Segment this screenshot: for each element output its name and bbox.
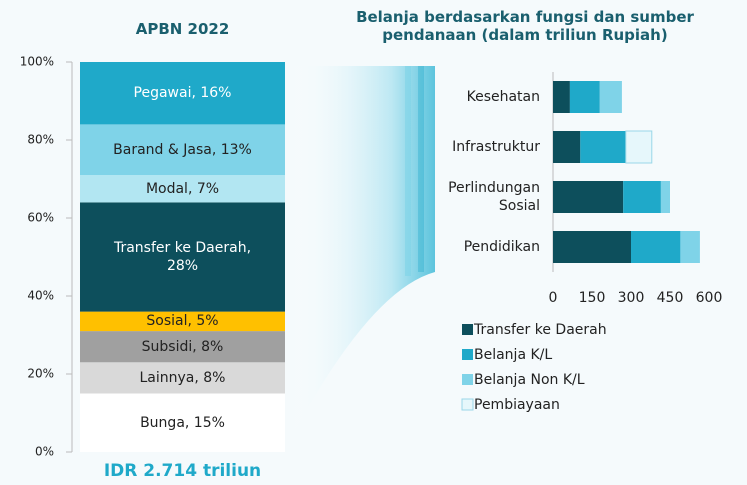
segment-label: Pegawai, 16% <box>133 85 232 102</box>
segment <box>80 331 285 363</box>
segment <box>80 393 285 452</box>
segment-label: Subsidi, 8% <box>141 338 224 355</box>
bar <box>553 131 581 163</box>
y-tick-label: Pendidikan <box>463 239 540 255</box>
legend-swatch <box>461 398 474 411</box>
y-tick-label: Infrastruktur <box>452 139 540 155</box>
legend-swatch <box>462 349 473 360</box>
x-tick-label: 0 <box>549 290 558 306</box>
x-tick-label: 600 <box>696 290 723 306</box>
bar <box>660 181 670 213</box>
segment <box>80 124 285 176</box>
bar <box>623 181 661 213</box>
bar <box>553 231 631 263</box>
funnel <box>290 66 435 440</box>
funnel-stripe <box>418 66 424 272</box>
chart-title: APBN 2022 <box>135 20 230 38</box>
annotation: IDR 2.714 triliun <box>103 461 262 481</box>
legend-label: Transfer ke Daerah <box>474 322 607 338</box>
x-tick-label: 150 <box>579 290 606 306</box>
legend-swatch <box>462 324 473 335</box>
y-tick-label: 40% <box>27 289 54 303</box>
chart-title: Belanja berdasarkan fungsi dan sumber pe… <box>356 8 694 44</box>
legend-label: Belanja Non K/L <box>474 372 585 388</box>
bar <box>569 81 600 113</box>
segment-label: Bunga, 15% <box>140 414 225 431</box>
bar <box>599 81 622 113</box>
bar <box>680 231 700 263</box>
bar <box>625 130 653 164</box>
segment <box>80 311 285 332</box>
bar <box>631 231 681 263</box>
bar <box>553 81 570 113</box>
segment-label: Transfer ke Daerah, 28% <box>113 240 252 274</box>
y-tick-label: 20% <box>27 367 54 381</box>
segment <box>80 175 285 203</box>
y-tick-label: 80% <box>27 133 54 147</box>
segment-label: Modal, 7% <box>145 180 220 197</box>
segment-label: Barand & Jasa, 13% <box>113 141 252 158</box>
y-tick-label: 100% <box>20 55 54 69</box>
funnel-stripe <box>405 66 411 276</box>
y-tick-label: Kesehatan <box>466 89 540 105</box>
segment <box>80 202 285 312</box>
segment <box>80 362 285 394</box>
legend-label: Belanja K/L <box>474 347 553 363</box>
legend-swatch <box>462 374 473 385</box>
segment-label: Sosial, 5% <box>146 313 219 330</box>
y-tick-label: 60% <box>27 211 54 225</box>
segment-label: Lainnya, 8% <box>139 369 226 386</box>
legend-label: Pembiayaan <box>474 397 560 413</box>
y-tick-label: Perlindungan Sosial <box>448 180 540 214</box>
segment <box>80 62 285 125</box>
bar <box>553 181 624 213</box>
bar <box>580 131 626 163</box>
y-tick-label: 0% <box>35 445 54 459</box>
x-tick-label: 300 <box>618 290 645 306</box>
x-tick-label: 450 <box>657 290 684 306</box>
